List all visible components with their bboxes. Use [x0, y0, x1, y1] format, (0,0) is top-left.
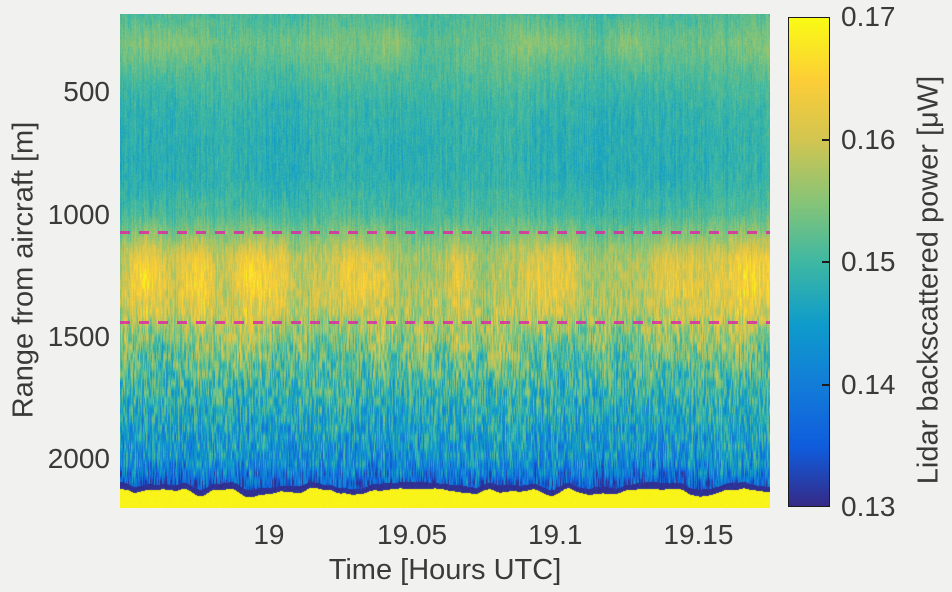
colorbar-tick-label: 0.14: [841, 368, 896, 400]
colorbar-tick-mark: [822, 138, 830, 141]
y-tick-label: 1000: [47, 198, 110, 230]
dashed-range-line: [120, 320, 770, 324]
y-tick-label: 2000: [47, 443, 110, 475]
x-tick-label: 19.15: [663, 519, 734, 550]
x-tick-label: 19.05: [377, 519, 448, 550]
colorbar-tick-mark: [822, 261, 830, 263]
y-tick-label: 500: [63, 76, 110, 108]
colorbar-tick-label: 0.13: [841, 491, 896, 522]
y-tick-label: 1500: [47, 320, 110, 352]
colorbar-tick-mark: [822, 383, 830, 386]
colorbar-tick-label: 0.17: [841, 1, 896, 32]
colorbar-label: Lidar backscattered power [μW]: [912, 75, 945, 485]
dashed-range-line: [120, 231, 770, 235]
colorbar-tick-label: 0.16: [841, 123, 896, 155]
x-axis-label: Time [Hours UTC]: [328, 554, 562, 586]
y-axis-label: Range from aircraft [m]: [7, 121, 40, 419]
colorbar-tick-label: 0.15: [841, 246, 896, 277]
plot-area: [120, 14, 770, 508]
x-tick-label: 19: [253, 519, 285, 550]
x-tick-label: 19.1: [527, 519, 583, 550]
heatmap-image: [120, 14, 770, 508]
